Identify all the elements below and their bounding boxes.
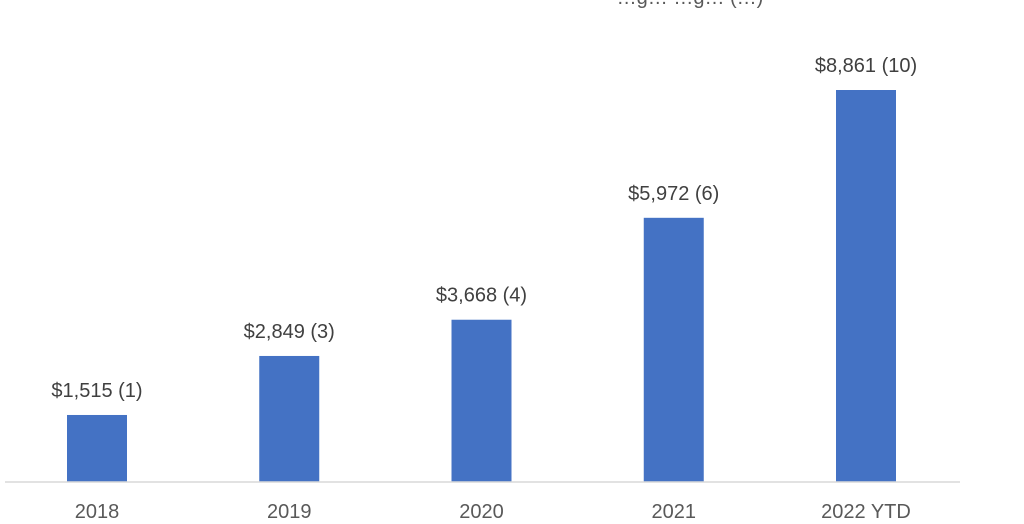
data-label-2021: $5,972 (6)	[628, 183, 719, 205]
x-tick-2021: 2021	[652, 501, 697, 523]
bar-2019	[259, 355, 320, 482]
data-label-2020: $3,668 (4)	[436, 285, 527, 307]
x-tick-2018: 2018	[75, 501, 120, 523]
bar-2018	[67, 414, 127, 482]
bar-2022-ytd	[836, 90, 896, 482]
x-tick-labels-group: 2018 2019 2020 2021 2022 YTD	[75, 501, 911, 523]
bar-2021	[643, 217, 704, 482]
bars-group	[67, 90, 896, 482]
x-tick-2019: 2019	[267, 501, 312, 523]
data-labels-group: $1,515 (1) $2,849 (3) $3,668 (4) $5,972 (6)…	[51, 55, 917, 402]
data-label-2019: $2,849 (3)	[244, 321, 335, 343]
data-label-2018: $1,515 (1)	[51, 380, 142, 402]
bar-2020	[451, 319, 512, 482]
x-tick-2020: 2020	[459, 501, 504, 523]
chart-title: …g… …g… (…)	[617, 0, 764, 9]
x-tick-2022-ytd: 2022 YTD	[821, 501, 911, 523]
data-label-2022-ytd: $8,861 (10)	[815, 55, 917, 77]
